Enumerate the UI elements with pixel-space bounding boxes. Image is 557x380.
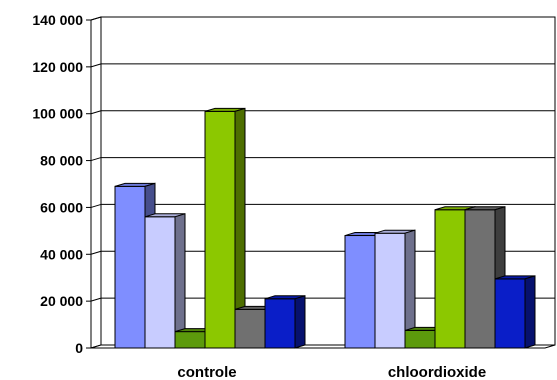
bar-front — [204, 110, 236, 349]
gridline-side — [90, 297, 102, 302]
y-tick-label: 20 000 — [40, 293, 83, 309]
bar-front — [174, 331, 206, 349]
y-tick-label: 100 000 — [32, 106, 83, 122]
bar — [264, 295, 306, 349]
bar-front — [144, 216, 176, 349]
bar-front — [434, 209, 466, 349]
gridline-side — [90, 63, 102, 68]
y-tick-label: 40 000 — [40, 246, 83, 262]
y-tick-label: 60 000 — [40, 199, 83, 215]
bar-side — [174, 213, 186, 349]
gridline-side — [90, 203, 102, 208]
bar — [204, 107, 246, 349]
bar-front — [234, 308, 266, 349]
x-category-labels: controle chloordioxide — [177, 364, 486, 380]
y-tick-label: 120 000 — [32, 59, 83, 75]
gridline-side — [90, 250, 102, 255]
y-tick-labels: 0 20 000 40 000 60 000 80 000 100 000 120 000 1… — [32, 12, 83, 356]
bar-front — [114, 185, 146, 349]
bar-side — [524, 275, 536, 349]
bar-front — [264, 298, 296, 349]
bar — [494, 275, 536, 349]
bar-side — [294, 295, 306, 349]
y-tick-label: 140 000 — [32, 12, 83, 28]
bars — [114, 107, 536, 349]
x-category-label: chloordioxide — [388, 364, 486, 380]
bar-front — [464, 209, 496, 349]
bar-front — [494, 278, 526, 349]
bar — [144, 213, 186, 349]
gridline-side — [90, 16, 102, 21]
bar-front — [344, 235, 376, 349]
bar-front — [374, 232, 406, 349]
gridline-side — [90, 110, 102, 115]
bar-front — [404, 329, 436, 349]
y-tick-label: 0 — [75, 340, 83, 356]
y-tick-label: 80 000 — [40, 153, 83, 169]
bar — [374, 229, 416, 349]
gridline-side — [90, 157, 102, 162]
x-category-label: controle — [177, 364, 236, 380]
